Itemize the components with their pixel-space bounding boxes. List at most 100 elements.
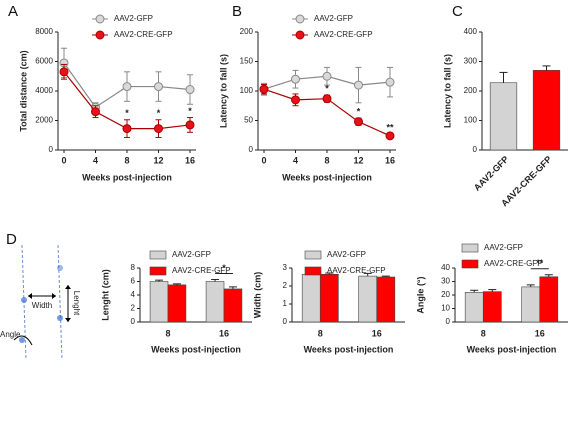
point xyxy=(259,84,269,94)
x-tick-label: 16 xyxy=(385,155,395,165)
panel-letter: D xyxy=(6,231,17,248)
diagram-label: Angle xyxy=(0,330,21,339)
point xyxy=(122,82,132,92)
point xyxy=(354,80,363,90)
x-tick-label: 16 xyxy=(185,155,195,165)
legend-swatch xyxy=(461,259,479,269)
y-tick-label: 10 xyxy=(441,304,450,313)
y-tick-label: 3 xyxy=(283,263,288,272)
point xyxy=(122,124,132,134)
y-tick-label: 2000 xyxy=(35,116,53,125)
legend-marker xyxy=(295,14,305,24)
significance: * xyxy=(188,106,192,116)
y-tick-label: 0 xyxy=(131,317,136,326)
legend-marker xyxy=(95,30,105,40)
x-tick-label: 16 xyxy=(535,328,545,338)
bar xyxy=(482,291,502,323)
significance: * xyxy=(125,108,129,118)
bar xyxy=(464,291,484,323)
y-tick-label: 6 xyxy=(131,277,136,286)
legend-swatch xyxy=(304,266,322,276)
bar xyxy=(301,273,321,323)
y-axis-label: Total distance (cm) xyxy=(18,50,28,131)
legend-label: AAV2-GFP xyxy=(484,243,523,252)
legend-marker xyxy=(295,30,305,40)
point xyxy=(354,117,363,127)
y-tick-label: 150 xyxy=(240,57,254,66)
point xyxy=(154,124,163,134)
point xyxy=(59,67,69,77)
legend-label: AAV2-CRE-GFP xyxy=(172,266,231,275)
bar xyxy=(319,273,339,323)
significance: * xyxy=(325,84,329,94)
bar xyxy=(149,281,169,323)
legend-label: AAV2-GFP xyxy=(314,14,353,23)
point xyxy=(154,82,163,92)
paw-print xyxy=(57,315,63,321)
point xyxy=(291,74,300,84)
diagram-label: Width xyxy=(32,301,52,310)
y-tick-label: 2 xyxy=(283,281,288,290)
x-axis-label: Weeks post-injection xyxy=(467,344,557,354)
x-tick-label: 8 xyxy=(324,155,329,165)
y-tick-label: 0 xyxy=(473,145,478,154)
legend-label: AAV2-GFP xyxy=(114,14,153,23)
y-tick-label: 0 xyxy=(249,145,254,154)
y-axis-label: Latency to fall (s) xyxy=(218,54,228,128)
legend-label: AAV2-GFP xyxy=(327,250,366,259)
y-tick-label: 0 xyxy=(49,145,54,154)
x-axis-label: Weeks post-injection xyxy=(304,344,394,354)
x-tick-label: 16 xyxy=(219,328,229,338)
legend-label: AAV2-GFP xyxy=(172,250,211,259)
x-tick-label: 12 xyxy=(353,155,363,165)
panel-letter: C xyxy=(452,3,463,20)
x-tick-label: 4 xyxy=(293,155,298,165)
y-tick-label: 100 xyxy=(464,116,478,125)
arrowhead xyxy=(65,285,71,322)
y-tick-label: 2 xyxy=(131,304,136,313)
x-tick-label: 0 xyxy=(61,155,66,165)
y-tick-label: 50 xyxy=(244,116,253,125)
panel-letter: B xyxy=(232,3,242,20)
legend-label: AAV2-CRE-GFP xyxy=(114,30,173,39)
significance: ** xyxy=(536,258,544,268)
paw-print xyxy=(57,265,63,271)
diagram-label: Lenght xyxy=(72,291,81,316)
point xyxy=(322,94,332,104)
y-tick-label: 200 xyxy=(240,27,254,36)
y-axis-label: Lenght (cm) xyxy=(100,269,110,321)
legend-swatch xyxy=(461,243,479,253)
legend-swatch xyxy=(149,250,167,260)
significance: * xyxy=(222,263,226,273)
y-tick-label: 4 xyxy=(131,290,136,299)
point xyxy=(91,107,100,117)
y-tick-label: 20 xyxy=(441,290,450,299)
legend-label: AAV2-CRE-GFP xyxy=(327,266,386,275)
legend-marker xyxy=(95,14,105,24)
y-tick-label: 30 xyxy=(441,277,450,286)
x-axis-label: Weeks post-injection xyxy=(282,172,372,182)
significance: * xyxy=(157,108,161,118)
legend-label: AAV2-CRE-GFP xyxy=(314,30,373,39)
y-tick-label: 400 xyxy=(464,27,478,36)
y-tick-label: 100 xyxy=(240,86,254,95)
point xyxy=(185,85,195,95)
x-tick-label: 4 xyxy=(93,155,98,165)
bar xyxy=(539,276,559,323)
point xyxy=(322,71,332,81)
y-axis-label: Width (cm) xyxy=(252,272,262,318)
bar xyxy=(521,286,541,323)
x-tick-label: 8 xyxy=(124,155,129,165)
y-axis-label: Angle (°) xyxy=(415,276,425,313)
bar xyxy=(223,288,243,323)
y-tick-label: 40 xyxy=(441,263,450,272)
x-tick-label: 16 xyxy=(372,328,382,338)
y-tick-label: 300 xyxy=(464,57,478,66)
x-tick-label: 8 xyxy=(318,328,323,338)
y-tick-label: 0 xyxy=(283,317,288,326)
paw-print xyxy=(21,297,27,303)
x-axis-label: Weeks post-injection xyxy=(82,172,172,182)
y-tick-label: 6000 xyxy=(35,57,53,66)
